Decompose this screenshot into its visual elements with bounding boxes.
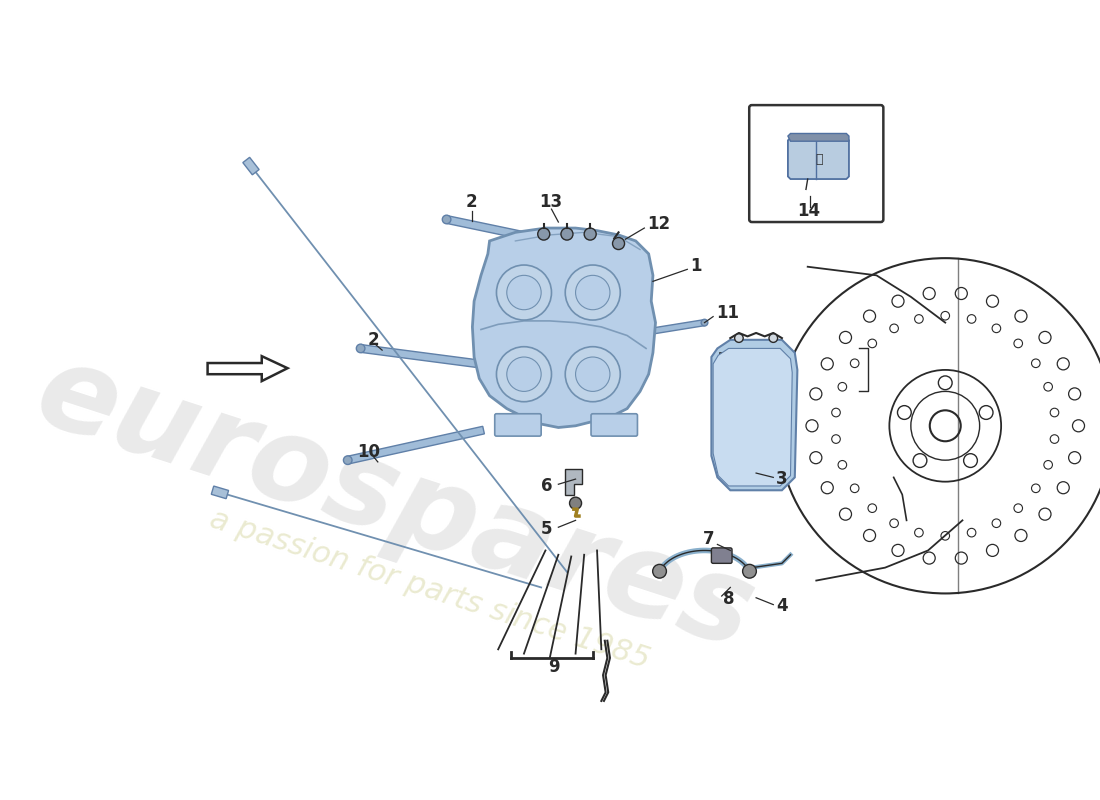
Polygon shape (243, 158, 260, 175)
Text: 1: 1 (690, 257, 702, 275)
Circle shape (652, 564, 667, 578)
Polygon shape (651, 320, 705, 334)
Polygon shape (713, 349, 792, 486)
Circle shape (570, 497, 582, 509)
Circle shape (735, 334, 744, 342)
Circle shape (561, 228, 573, 240)
Text: 2: 2 (367, 331, 380, 349)
Polygon shape (712, 340, 798, 490)
Circle shape (769, 334, 778, 342)
Circle shape (565, 346, 620, 402)
Text: a passion for parts since 1985: a passion for parts since 1985 (206, 504, 653, 674)
Polygon shape (788, 138, 849, 179)
Text: 🐎: 🐎 (815, 153, 823, 166)
Circle shape (496, 265, 551, 320)
Text: 12: 12 (647, 214, 670, 233)
Text: 4: 4 (776, 598, 788, 615)
Polygon shape (360, 345, 493, 370)
FancyBboxPatch shape (591, 414, 638, 436)
FancyBboxPatch shape (495, 414, 541, 436)
Text: 3: 3 (776, 470, 788, 488)
Circle shape (701, 319, 708, 326)
Polygon shape (346, 426, 484, 464)
Circle shape (442, 215, 451, 224)
Text: 7: 7 (703, 530, 714, 548)
Polygon shape (472, 228, 656, 427)
Circle shape (584, 228, 596, 240)
Circle shape (507, 357, 541, 391)
Polygon shape (720, 426, 739, 456)
Text: 11: 11 (716, 304, 739, 322)
FancyBboxPatch shape (712, 548, 732, 563)
Polygon shape (720, 353, 739, 383)
Polygon shape (211, 486, 229, 498)
Text: 14: 14 (798, 202, 821, 220)
Circle shape (565, 265, 620, 320)
Polygon shape (446, 216, 542, 243)
Text: 13: 13 (539, 194, 562, 211)
Text: eurospares: eurospares (22, 333, 768, 673)
FancyBboxPatch shape (749, 105, 883, 222)
Text: 9: 9 (548, 658, 560, 675)
Circle shape (496, 346, 551, 402)
Polygon shape (565, 469, 582, 494)
Text: 10: 10 (358, 442, 381, 461)
Circle shape (356, 344, 365, 353)
Circle shape (538, 228, 550, 240)
Circle shape (575, 275, 609, 310)
Text: 2: 2 (465, 194, 477, 211)
Circle shape (742, 564, 757, 578)
Circle shape (343, 456, 352, 465)
Circle shape (575, 357, 609, 391)
Circle shape (613, 238, 625, 250)
Text: 8: 8 (724, 590, 735, 609)
Polygon shape (788, 134, 849, 142)
Polygon shape (208, 356, 287, 381)
Text: 5: 5 (541, 520, 552, 538)
Text: 6: 6 (541, 477, 552, 495)
Circle shape (507, 275, 541, 310)
